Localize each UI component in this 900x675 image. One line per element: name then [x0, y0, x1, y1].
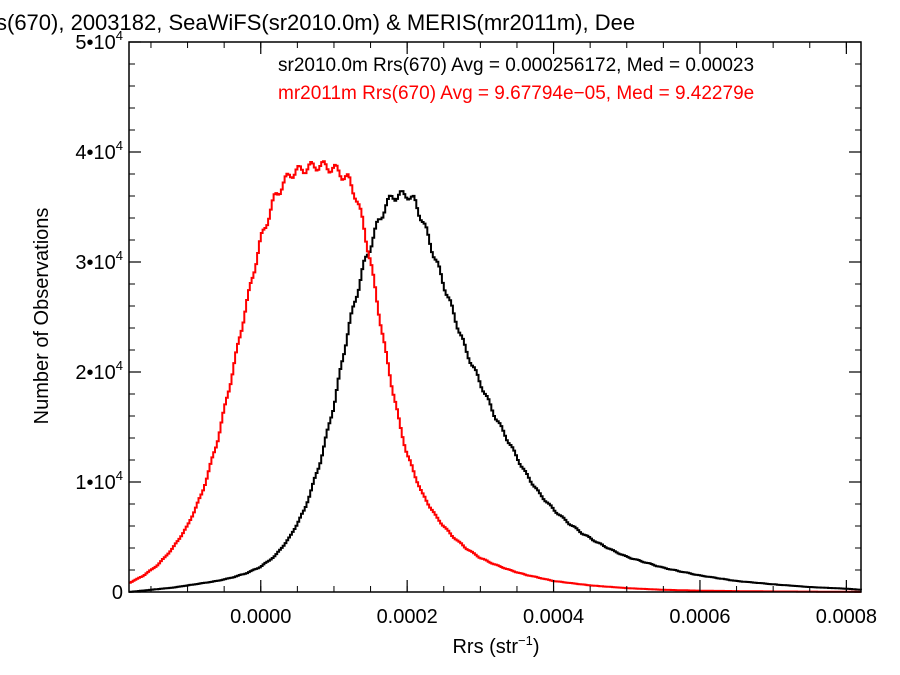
plot-frame	[128, 41, 862, 593]
y-tick-label-base: 1•10	[75, 472, 115, 494]
y-axis-label: Number of Observations	[31, 208, 53, 425]
y-tick-label: 4•104	[75, 138, 123, 164]
y-tick-label-exponent: 4	[116, 468, 123, 483]
stats-annotation-mr2011: mr2011m Rrs(670) Avg = 9.67794e−05, Med …	[278, 83, 754, 104]
y-tick-label: 3•104	[75, 248, 123, 274]
x-axis-label-suffix: )	[533, 636, 540, 658]
series-line-mr2011	[129, 160, 861, 593]
x-tick-label: 0.0004	[523, 606, 584, 628]
stats-annotation-sr2010: sr2010.0m Rrs(670) Avg = 0.000256172, Me…	[278, 55, 754, 76]
y-tick-label-base: 3•10	[75, 252, 115, 274]
y-tick-label: 2•104	[75, 358, 123, 384]
y-tick-label-exponent: 4	[116, 358, 123, 373]
chart-title: s(670), 2003182, SeaWiFS(sr2010.0m) & ME…	[0, 10, 635, 35]
y-tick-label-exponent: 4	[116, 138, 123, 153]
y-tick-label-base: 0	[112, 582, 123, 604]
y-tick-label-exponent: 4	[116, 28, 123, 43]
x-axis-label-main: Rrs (str	[452, 636, 518, 658]
x-axis-label: Rrs (str−1)	[452, 633, 539, 658]
y-tick-label-base: 5•10	[75, 32, 115, 54]
y-tick-label-exponent: 4	[116, 248, 123, 263]
series-line-sr2010	[129, 190, 862, 593]
y-tick-label-base: 4•10	[75, 142, 115, 164]
x-tick-label: 0.0006	[669, 606, 730, 628]
y-tick-label-base: 2•10	[75, 362, 115, 384]
x-tick-label: 0.0000	[230, 606, 291, 628]
x-tick-label: 0.0008	[816, 606, 877, 628]
y-tick-label: 5•104	[75, 28, 123, 54]
ticks-layer: 0.0000 0.0002 0.0004 0.0006 0.000801•1042•10…	[75, 28, 877, 628]
x-axis-label-sup: −1	[518, 633, 533, 648]
y-tick-label: 1•104	[75, 468, 123, 494]
series-layer	[129, 160, 862, 593]
x-tick-label: 0.0002	[377, 606, 438, 628]
y-tick-label: 0	[112, 582, 123, 604]
